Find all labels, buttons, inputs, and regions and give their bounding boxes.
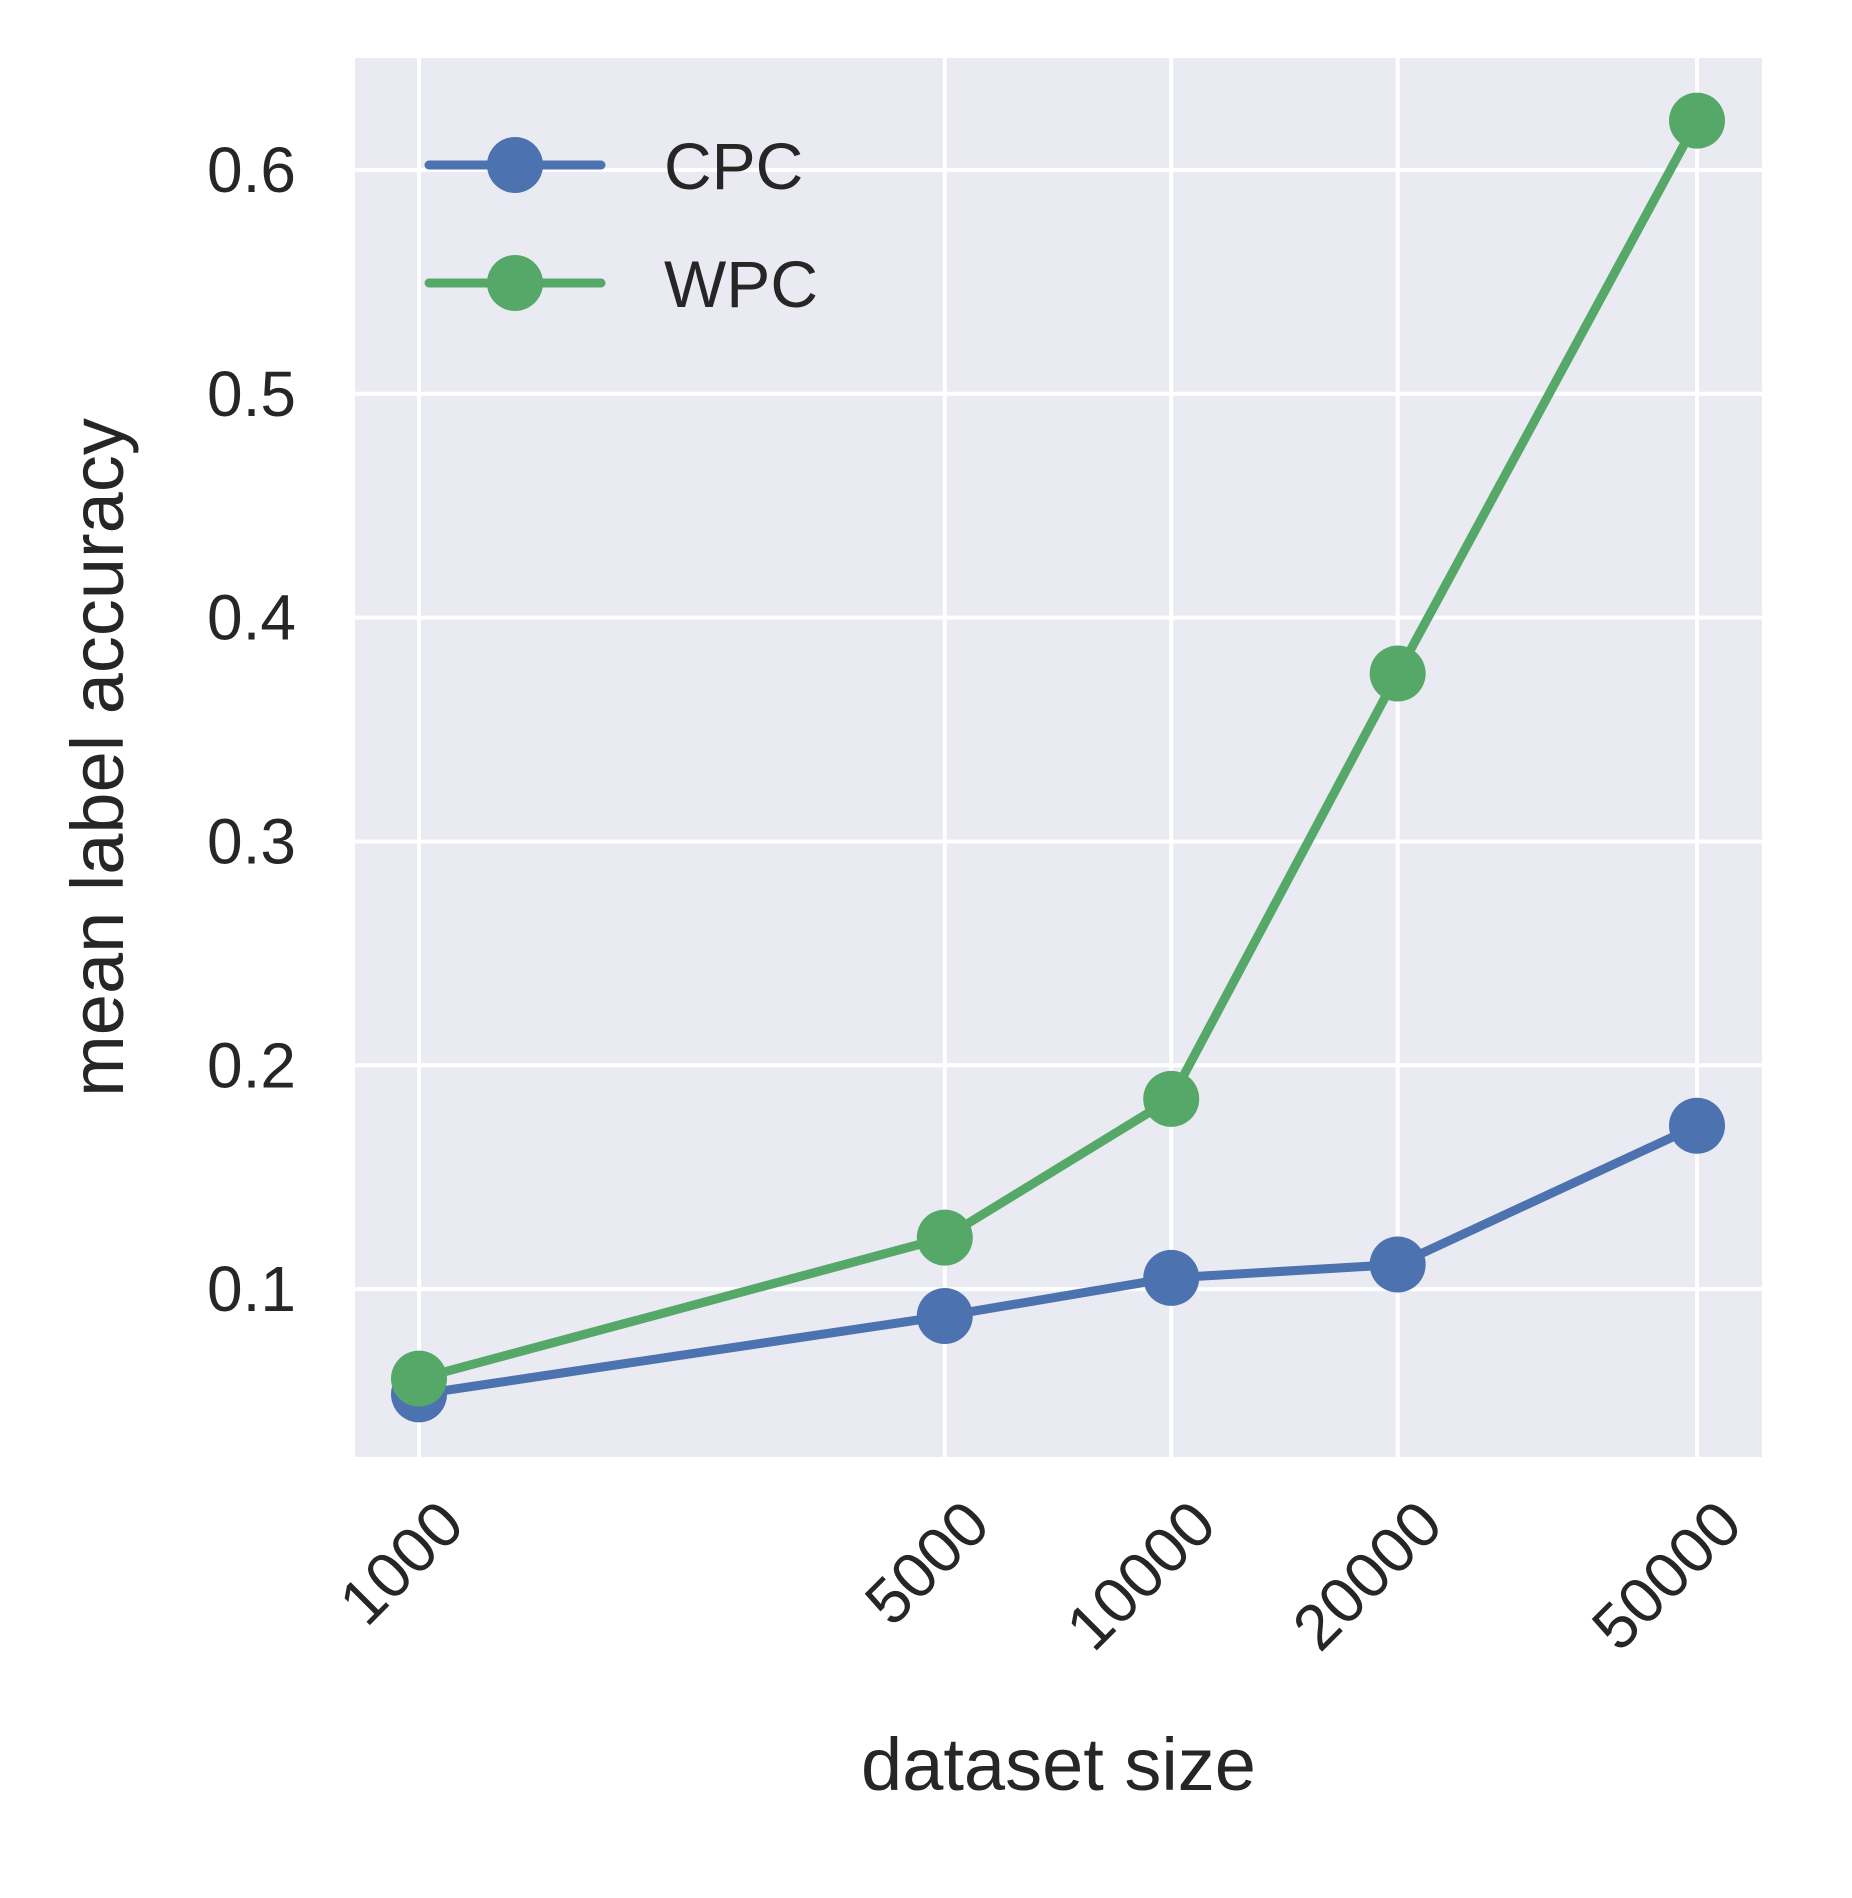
- legend-marker: [487, 137, 543, 193]
- grid-lines: [355, 58, 1762, 1457]
- data-point: [1669, 92, 1725, 149]
- data-point: [1143, 1070, 1200, 1127]
- y-tick-label: 0.4: [207, 582, 296, 654]
- y-axis-ticks: 0.1 0.2 0.3 0.4 0.5 0.6: [207, 134, 296, 1325]
- x-tick-label: 20000: [1279, 1487, 1456, 1664]
- series-group: [391, 92, 1725, 1423]
- data-point: [916, 1287, 973, 1344]
- x-tick-label: 1000: [325, 1487, 477, 1639]
- y-axis-label: mean label accuracy: [56, 418, 139, 1097]
- data-point: [1369, 645, 1426, 702]
- legend: CPC WPC: [424, 129, 818, 321]
- y-tick-label: 0.1: [207, 1253, 296, 1325]
- x-axis-label: dataset size: [861, 1723, 1256, 1806]
- x-tick-label: 5000: [851, 1487, 1003, 1639]
- y-tick-label: 0.6: [207, 134, 296, 206]
- x-axis-ticks: 1000 5000 10000 20000 50000: [325, 1487, 1755, 1664]
- x-tick-label: 10000: [1052, 1487, 1229, 1664]
- legend-label: CPC: [664, 129, 803, 203]
- data-point: [916, 1209, 973, 1266]
- series-wpc: [391, 92, 1725, 1407]
- legend-label: WPC: [664, 247, 818, 321]
- legend-item-wpc: WPC: [424, 247, 818, 321]
- x-tick-label: 50000: [1578, 1487, 1755, 1664]
- y-tick-label: 0.2: [207, 1029, 296, 1101]
- data-point: [1143, 1249, 1200, 1306]
- data-point: [391, 1350, 447, 1407]
- legend-marker: [487, 255, 543, 311]
- legend-item-cpc: CPC: [424, 129, 803, 203]
- data-point: [1369, 1236, 1426, 1293]
- data-point: [1669, 1097, 1725, 1154]
- y-tick-label: 0.5: [207, 358, 296, 430]
- plot-area: [355, 58, 1762, 1457]
- y-tick-label: 0.3: [207, 805, 296, 877]
